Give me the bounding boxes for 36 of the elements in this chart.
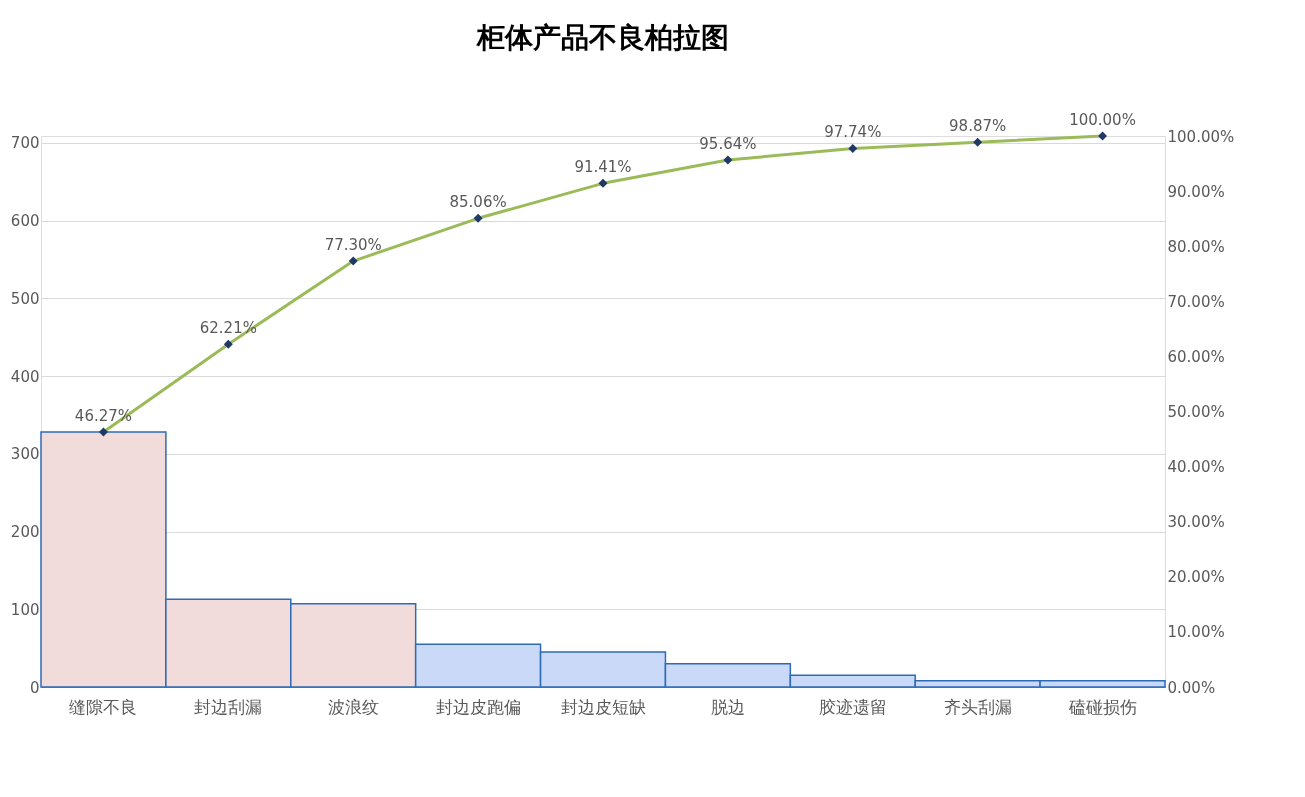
x-tick-label: 封边皮跑偏: [435, 696, 521, 717]
y2-tick-label: 100.00%: [1167, 127, 1235, 146]
y2-tick-label: 0.00%: [1167, 678, 1216, 697]
data-label: 97.74%: [824, 123, 882, 142]
x-tick-label: 齐头刮漏: [943, 696, 1012, 717]
y-tick-label: 400: [10, 367, 40, 386]
y2-tick-label: 30.00%: [1167, 513, 1225, 532]
y2-tick-label: 50.00%: [1167, 403, 1225, 421]
x-tick-label: 脱边: [710, 696, 745, 717]
y-tick-label: 100: [10, 600, 40, 619]
chart-title: 柜体产品不良柏拉图: [476, 21, 729, 54]
y2-tick-label: 10.00%: [1167, 623, 1225, 642]
y2-tick-label: 80.00%: [1167, 237, 1225, 256]
x-tick-label: 缝隙不良: [69, 696, 138, 717]
y-tick-label: 300: [10, 445, 40, 464]
y2-tick-label: 70.00%: [1167, 292, 1225, 311]
x-tick-label: 封边刮漏: [194, 696, 263, 717]
data-label: 98.87%: [949, 117, 1007, 136]
x-tick-label: 胶迹遗留: [818, 696, 887, 717]
x-tick-label: 封边皮短缺: [560, 696, 646, 717]
y-tick-label: 500: [10, 289, 40, 308]
y2-tick-label: 60.00%: [1167, 347, 1225, 366]
y2-tick-label: 40.00%: [1167, 458, 1225, 477]
data-label: 85.06%: [449, 193, 507, 212]
data-label: 100.00%: [1069, 111, 1136, 129]
y2-tick-label: 20.00%: [1167, 568, 1225, 587]
data-label: 91.41%: [574, 158, 632, 177]
data-label: 95.64%: [699, 135, 757, 154]
y-tick-label: 0: [29, 678, 40, 697]
y2-tick-label: 90.00%: [1167, 182, 1225, 201]
data-label: 77.30%: [324, 236, 382, 255]
x-tick-label: 磕碰损伤: [1067, 696, 1137, 717]
x-tick-label: 波浪纹: [327, 696, 379, 717]
y-tick-label: 700: [10, 134, 40, 153]
y-tick-label: 200: [10, 523, 40, 542]
y-tick-label: 600: [10, 212, 40, 231]
